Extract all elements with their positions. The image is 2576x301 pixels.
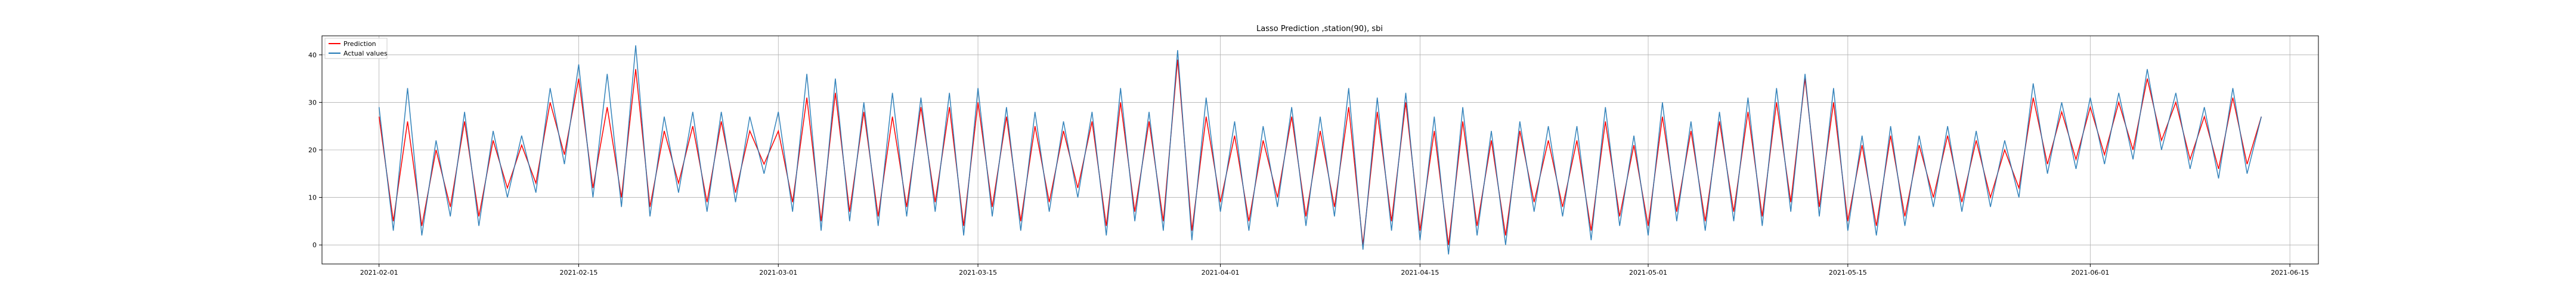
legend-box xyxy=(324,38,388,59)
y-tick-label: 30 xyxy=(308,99,317,106)
x-tick-label: 2021-02-01 xyxy=(360,269,398,277)
chart-title: Lasso Prediction ,station(90), sbi xyxy=(1256,24,1383,33)
x-tick-label: 2021-04-01 xyxy=(1202,269,1240,277)
x-tick-label: 2021-03-01 xyxy=(759,269,797,277)
x-tick-label: 2021-05-15 xyxy=(1829,269,1867,277)
y-tick-label: 20 xyxy=(308,146,317,154)
x-tick-label: 2021-05-01 xyxy=(1629,269,1667,277)
legend-label-prediction: Prediction xyxy=(343,40,376,48)
x-axis: 2021-02-01 2021-02-15 2021-03-01 2021-03-15… xyxy=(360,264,2309,277)
x-tick-label: 2021-06-15 xyxy=(2271,269,2309,277)
legend-label-actual-values: Actual values xyxy=(343,50,388,57)
y-tick-label: 10 xyxy=(308,194,317,202)
series-layer xyxy=(378,45,2262,255)
y-tick-label: 0 xyxy=(312,241,317,249)
x-tick-label: 2021-06-01 xyxy=(2071,269,2109,277)
series-line-prediction xyxy=(378,59,2262,245)
series-line-actual-values xyxy=(378,45,2262,255)
x-tick-label: 2021-02-15 xyxy=(559,269,597,277)
y-axis: 0 10 20 30 40 xyxy=(308,51,322,249)
legend: Prediction Actual values xyxy=(324,38,388,59)
x-tick-label: 2021-04-15 xyxy=(1401,269,1439,277)
y-tick-label: 40 xyxy=(308,51,317,59)
grid-layer xyxy=(322,36,2318,264)
x-tick-label: 2021-03-15 xyxy=(959,269,997,277)
